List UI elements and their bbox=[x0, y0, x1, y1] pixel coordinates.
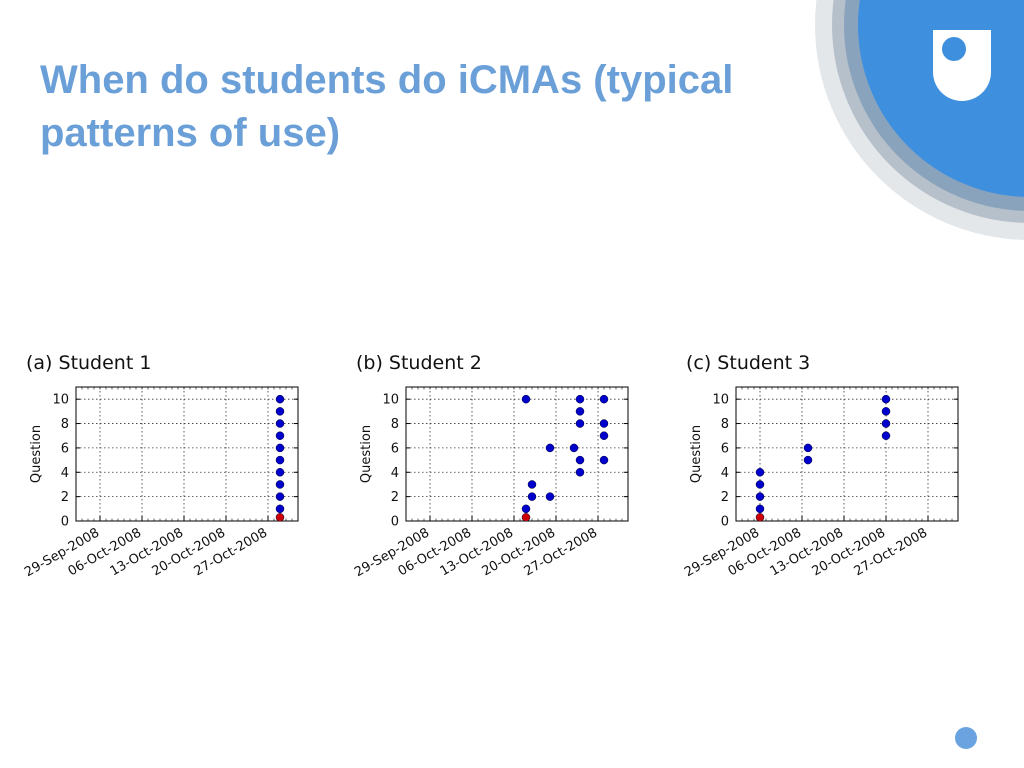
data-point bbox=[599, 394, 609, 404]
data-point bbox=[755, 468, 765, 477]
data-point bbox=[599, 431, 609, 440]
data-point bbox=[575, 468, 585, 477]
plot-frame bbox=[735, 386, 959, 522]
scatter-chart-student-1: 024681029-Sep-200806-Oct-200813-Oct-2008… bbox=[22, 386, 299, 580]
plot-frame bbox=[405, 386, 629, 522]
data-point bbox=[881, 431, 891, 440]
logo-dot-icon bbox=[942, 37, 966, 61]
data-point bbox=[755, 504, 765, 514]
scatter-chart-student-2: 024681029-Sep-200806-Oct-200813-Oct-2008… bbox=[352, 386, 629, 580]
y-tick-label: 8 bbox=[391, 417, 399, 432]
data-point bbox=[275, 419, 285, 428]
data-point bbox=[275, 504, 285, 514]
chart-title: (c) Student 3 bbox=[686, 352, 811, 374]
chart-panel-student-3: (c) Student 3 0 2 4 6 8 10 29-Sep-2008 06-Oct-2… bbox=[682, 352, 986, 602]
data-point bbox=[521, 513, 531, 522]
data-point bbox=[575, 419, 585, 428]
y-tick-label: 0 bbox=[721, 515, 729, 530]
chart-title: (a) Student 1 bbox=[26, 352, 152, 374]
data-point bbox=[575, 407, 585, 416]
data-point bbox=[599, 455, 609, 465]
data-point bbox=[275, 443, 285, 453]
y-tick-label: 4 bbox=[721, 466, 729, 481]
y-tick-label: 4 bbox=[61, 466, 69, 481]
y-tick-label: 0 bbox=[61, 515, 69, 530]
data-point bbox=[275, 513, 285, 522]
data-point bbox=[275, 455, 285, 465]
data-point bbox=[275, 394, 285, 404]
y-tick-label: 6 bbox=[61, 441, 69, 456]
data-point bbox=[755, 513, 765, 522]
data-point bbox=[275, 492, 285, 501]
data-point bbox=[803, 455, 813, 465]
y-tick-label: 6 bbox=[391, 441, 399, 456]
y-tick-label: 10 bbox=[382, 393, 399, 408]
data-point bbox=[545, 492, 555, 501]
y-tick-label: 10 bbox=[52, 393, 69, 408]
data-point bbox=[575, 394, 585, 404]
data-point bbox=[521, 504, 531, 514]
data-point bbox=[881, 419, 891, 428]
data-point bbox=[527, 480, 537, 489]
y-tick-label: 0 bbox=[391, 515, 399, 530]
open-university-logo bbox=[933, 30, 991, 101]
y-tick-label: 6 bbox=[721, 441, 729, 456]
data-point bbox=[755, 480, 765, 489]
slide-title: When do students do iCMAs (typical patte… bbox=[40, 58, 734, 155]
slide-indicator-dot bbox=[955, 727, 977, 749]
scatter-chart-student-3: 024681029-Sep-200806-Oct-200813-Oct-2008… bbox=[682, 386, 959, 580]
data-point bbox=[881, 407, 891, 416]
y-axis-label: Question bbox=[29, 425, 44, 483]
y-tick-label: 2 bbox=[61, 490, 69, 505]
data-point bbox=[803, 443, 813, 453]
data-point bbox=[527, 492, 537, 501]
data-point bbox=[599, 419, 609, 428]
y-tick-label: 2 bbox=[721, 490, 729, 505]
data-point bbox=[275, 431, 285, 440]
data-point bbox=[545, 443, 555, 453]
chart-title: (b) Student 2 bbox=[356, 352, 482, 374]
y-tick-label: 10 bbox=[712, 393, 729, 408]
data-point bbox=[275, 468, 285, 477]
data-point bbox=[275, 407, 285, 416]
data-point bbox=[755, 492, 765, 501]
data-point bbox=[275, 480, 285, 489]
y-axis-label: Question bbox=[359, 425, 374, 483]
data-point bbox=[881, 394, 891, 404]
y-tick-label: 2 bbox=[391, 490, 399, 505]
y-tick-label: 8 bbox=[61, 417, 69, 432]
y-tick-label: 8 bbox=[721, 417, 729, 432]
chart-panel-student-2: (b) Student 2 0 2 4 6 8 10 29-Sep-2008 06-Oct-2… bbox=[352, 352, 656, 602]
data-point bbox=[575, 455, 585, 465]
y-axis-label: Question bbox=[689, 425, 704, 483]
data-point bbox=[521, 394, 531, 404]
y-tick-label: 4 bbox=[391, 466, 399, 481]
data-point bbox=[569, 443, 579, 453]
chart-panel-student-1: (a) Student 1 0 2 4 6 8 10 29-Sep-2008 06-Oct-2… bbox=[22, 352, 326, 602]
plot-frame bbox=[75, 386, 299, 522]
